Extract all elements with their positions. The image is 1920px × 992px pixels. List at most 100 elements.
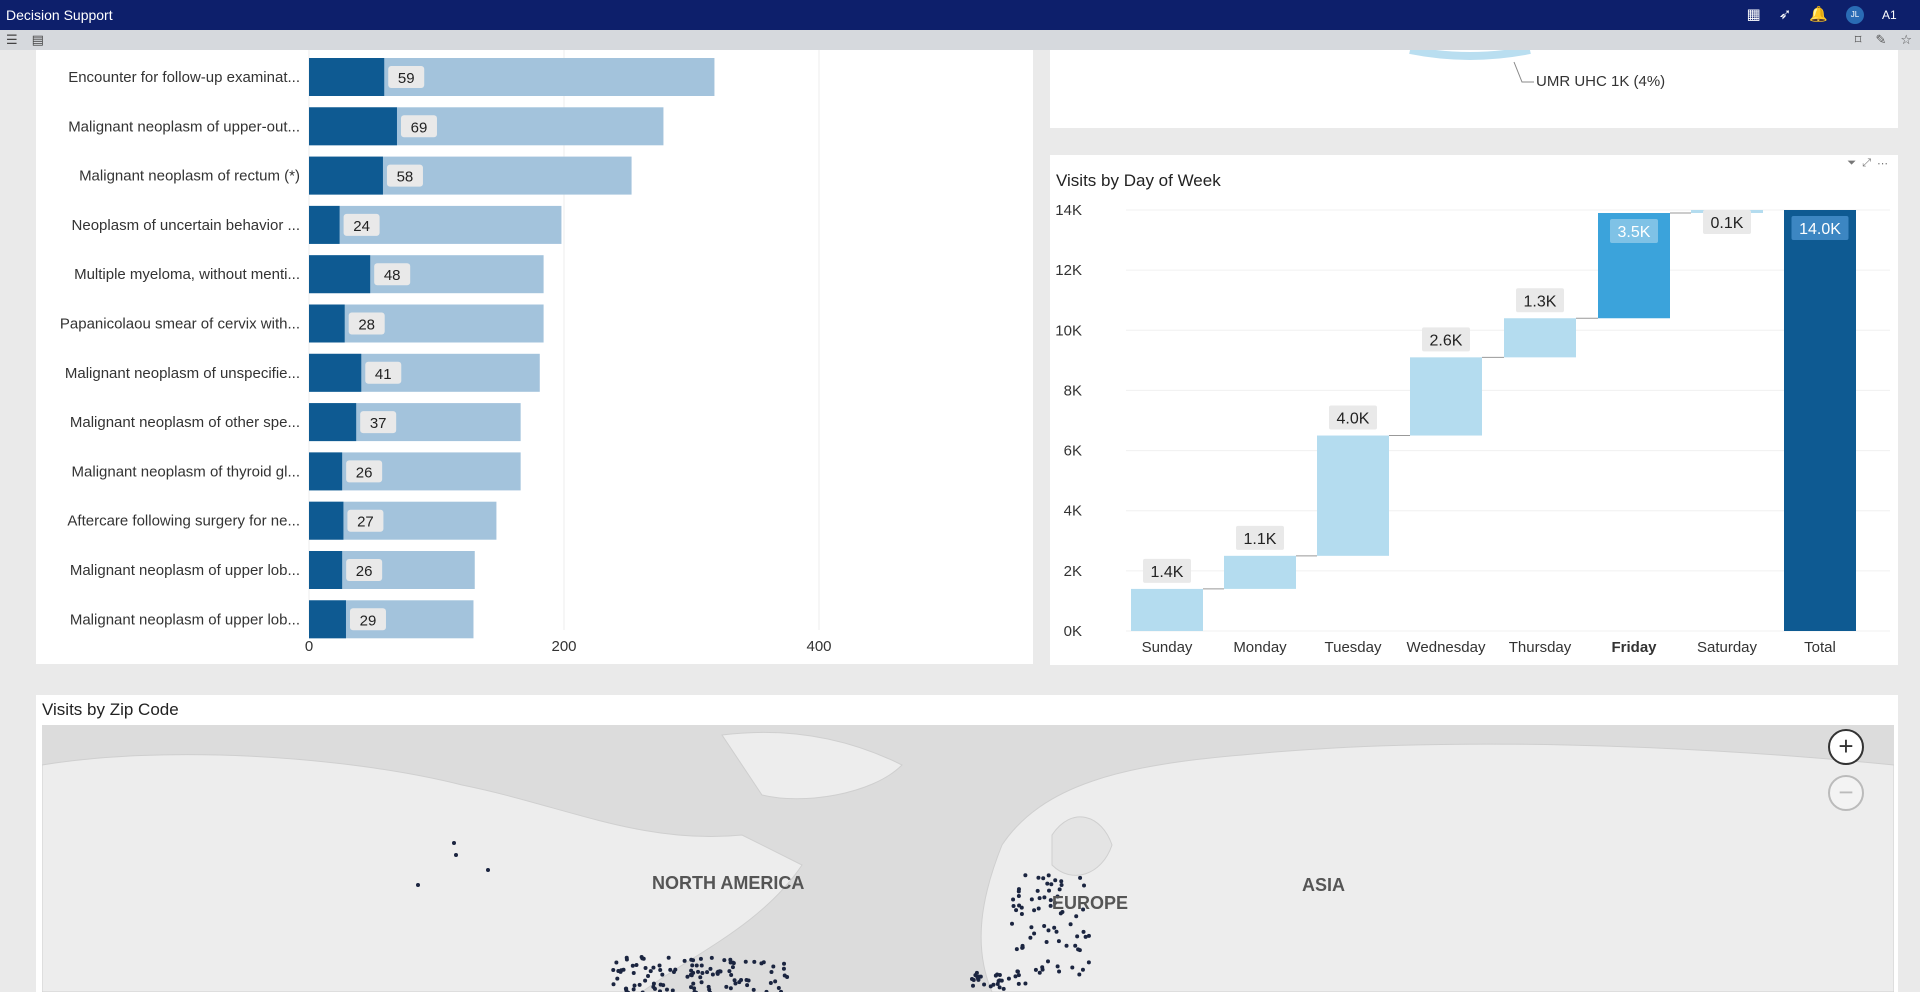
visit-point — [1086, 960, 1091, 965]
value-badge-bg — [388, 66, 425, 88]
x-tick-label: 400 — [806, 638, 831, 655]
dow-title: Visits by Day of Week — [1056, 171, 1221, 190]
visit-point — [779, 989, 784, 992]
region-asia: ASIA — [1302, 875, 1346, 895]
visit-point — [692, 986, 697, 991]
apps-grid-icon[interactable]: ▦ — [1746, 6, 1761, 23]
value-badge-bg — [348, 312, 385, 335]
value-bar[interactable] — [309, 58, 385, 96]
waterfall-bar[interactable] — [1317, 435, 1389, 556]
waterfall-bar[interactable] — [1224, 555, 1296, 589]
waterfall-bar[interactable] — [1504, 318, 1576, 358]
value-bar[interactable] — [309, 304, 345, 343]
x-category-label: Friday — [1611, 639, 1657, 656]
visit-point — [976, 977, 981, 982]
map-canvas[interactable]: NORTH AMERICA EUROPE ASIA + − — [42, 725, 1894, 992]
value-bar[interactable] — [309, 501, 344, 540]
visit-point — [1057, 887, 1062, 892]
data-label-bg — [1703, 210, 1751, 234]
value-label: 58 — [397, 169, 414, 186]
total-bar[interactable] — [309, 452, 521, 491]
value-label: 24 — [353, 218, 370, 235]
land-eurasia — [980, 743, 1894, 992]
value-badge-bg — [346, 460, 383, 483]
visit-point — [782, 973, 787, 978]
value-bar[interactable] — [309, 255, 371, 294]
visit-point — [699, 963, 704, 968]
page-icon[interactable]: ▤ — [31, 32, 44, 47]
value-label: 26 — [356, 464, 373, 481]
value-label: 29 — [360, 612, 377, 629]
menu-icon[interactable]: ☰ — [6, 32, 18, 47]
visit-point — [1029, 897, 1034, 902]
avatar[interactable]: JL — [1846, 6, 1864, 24]
visit-point — [658, 967, 663, 972]
value-bar[interactable] — [309, 600, 346, 639]
visit-point — [1055, 894, 1060, 899]
visit-point — [1032, 908, 1037, 913]
x-category-label: Monday — [1233, 639, 1287, 656]
visit-point — [743, 959, 748, 964]
rocket-icon[interactable]: ➶ — [1778, 6, 1792, 23]
visit-point — [1048, 903, 1053, 908]
edit-icon[interactable]: ✎ — [1875, 32, 1887, 47]
visit-point — [1059, 879, 1064, 884]
focus-mode-icon[interactable]: ⤢ — [1862, 157, 1871, 169]
visit-point — [666, 955, 671, 960]
visit-point — [651, 984, 656, 989]
visit-point — [705, 970, 710, 975]
waterfall-bar[interactable] — [1784, 210, 1856, 631]
visit-point — [1042, 895, 1047, 900]
more-options-icon[interactable]: ⋯ — [1877, 158, 1888, 170]
visit-point — [733, 981, 738, 986]
map-land-svg — [42, 731, 1894, 992]
waterfall-bar[interactable] — [1410, 357, 1482, 436]
filter-icon[interactable]: ⏷ — [1847, 157, 1857, 169]
visit-point — [1046, 873, 1051, 878]
visit-point — [670, 988, 675, 992]
star-icon[interactable]: ☆ — [1900, 32, 1912, 47]
data-label: 1.4K — [1151, 564, 1184, 581]
visit-point — [1074, 914, 1079, 919]
visit-point — [1010, 921, 1015, 926]
value-bar[interactable] — [309, 452, 343, 491]
category-label: Malignant neoplasm of upper lob... — [70, 562, 300, 579]
value-bar[interactable] — [309, 156, 383, 195]
visit-point — [646, 973, 651, 978]
visit-point — [1020, 943, 1025, 948]
visit-point — [1011, 897, 1016, 902]
category-label: Multiple myeloma, without menti... — [74, 266, 300, 283]
donut-svg — [1409, 50, 1534, 83]
visit-point — [1057, 969, 1062, 974]
data-label-bg — [1236, 525, 1284, 550]
bell-icon[interactable]: 🔔 — [1809, 6, 1828, 23]
value-badge-bg — [374, 263, 411, 286]
waterfall-bar[interactable] — [1131, 588, 1203, 631]
region-north-america: NORTH AMERICA — [652, 873, 805, 893]
value-bar[interactable] — [309, 353, 362, 392]
visit-point — [782, 961, 787, 966]
zoom-out-button[interactable]: − — [1828, 775, 1864, 811]
visit-point — [1028, 935, 1033, 940]
zoom-in-button[interactable]: + — [1828, 729, 1864, 765]
visit-point — [624, 957, 629, 962]
visit-point — [752, 959, 757, 964]
visit-point — [611, 967, 616, 972]
value-bar[interactable] — [309, 403, 357, 442]
visit-point — [611, 982, 616, 987]
visit-point — [1077, 972, 1082, 977]
donut-label: UMR UHC 1K (4%) — [1536, 73, 1666, 90]
visit-point — [781, 966, 786, 971]
visit-point — [698, 975, 703, 980]
visit-point — [1055, 964, 1060, 969]
visit-points — [416, 841, 1091, 992]
visit-point — [1046, 928, 1051, 933]
visit-point — [639, 955, 644, 960]
total-bar[interactable] — [309, 304, 544, 343]
value-bar[interactable] — [309, 205, 340, 244]
bookmark-icon[interactable]: ⌑ — [1854, 32, 1862, 47]
visit-point — [1006, 976, 1011, 981]
visit-point — [710, 972, 715, 977]
value-bar[interactable] — [309, 107, 397, 146]
value-bar[interactable] — [309, 551, 343, 589]
